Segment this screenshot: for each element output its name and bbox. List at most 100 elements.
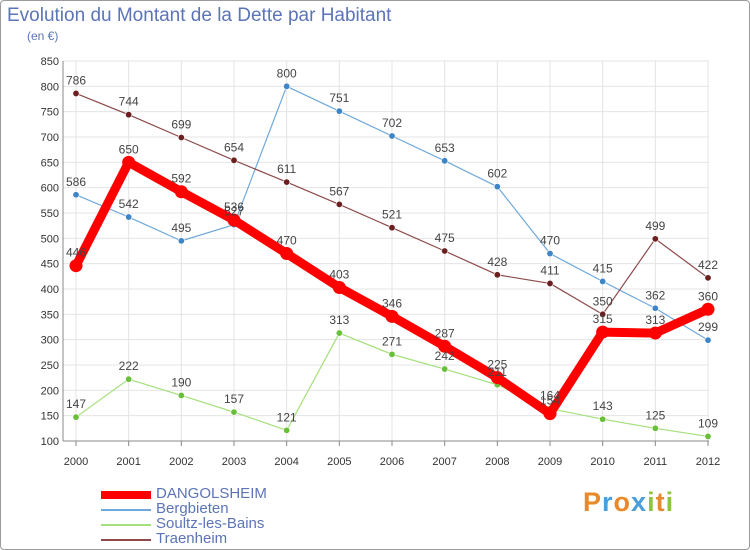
data-point xyxy=(72,89,80,97)
data-point xyxy=(704,274,712,282)
data-label: 287 xyxy=(435,326,455,340)
data-point xyxy=(388,132,396,140)
data-label: 415 xyxy=(593,261,613,275)
data-label: 786 xyxy=(66,73,86,87)
data-labels: 446 650 592 536 470 403 346 287 225 154 315 313 360 5… xyxy=(66,66,718,430)
data-point xyxy=(651,304,659,312)
x-tick-label: 2008 xyxy=(485,456,509,468)
data-point xyxy=(599,310,607,318)
legend-swatch xyxy=(101,539,151,541)
data-point xyxy=(174,185,188,199)
data-label: 299 xyxy=(698,320,718,334)
data-point xyxy=(69,259,83,273)
y-tick-label: 400 xyxy=(41,284,59,296)
y-tick-label: 650 xyxy=(41,157,59,169)
data-point xyxy=(651,235,659,243)
data-label: 602 xyxy=(487,167,507,181)
data-point xyxy=(230,408,238,416)
data-label: 527 xyxy=(224,205,244,219)
data-label: 190 xyxy=(171,375,191,389)
data-label: 495 xyxy=(171,221,191,235)
data-label: 446 xyxy=(66,246,86,260)
y-tick-label: 100 xyxy=(41,436,59,448)
data-point xyxy=(546,250,554,258)
series-lines xyxy=(69,82,715,440)
y-tick-label: 600 xyxy=(41,183,59,195)
data-point xyxy=(177,391,185,399)
data-label: 428 xyxy=(487,255,507,269)
logo-letter: i xyxy=(665,487,675,517)
data-point xyxy=(493,271,501,279)
data-point xyxy=(648,326,662,340)
data-label: 702 xyxy=(382,116,402,130)
y-tick-label: 250 xyxy=(41,360,59,372)
data-label: 211 xyxy=(488,365,507,379)
data-label: 242 xyxy=(435,349,455,363)
data-label: 154 xyxy=(540,394,560,408)
x-tick-label: 2010 xyxy=(590,456,614,468)
data-label: 586 xyxy=(66,175,86,189)
data-label: 744 xyxy=(119,95,139,109)
x-tick-label: 2005 xyxy=(327,456,351,468)
legend-label: Soultz-les-Bains xyxy=(156,515,265,532)
y-tick-label: 300 xyxy=(41,335,59,347)
data-label: 800 xyxy=(277,66,297,80)
data-label: 164 xyxy=(540,389,560,403)
data-point xyxy=(546,279,554,287)
logo-letter: P xyxy=(583,487,603,517)
data-point xyxy=(283,82,291,90)
data-label: 470 xyxy=(540,234,560,248)
x-tick-label: 2006 xyxy=(380,456,404,468)
data-point xyxy=(596,325,610,339)
data-label: 121 xyxy=(277,410,297,424)
data-point xyxy=(599,415,607,423)
data-label: 313 xyxy=(329,313,349,327)
data-point xyxy=(493,183,501,191)
y-tick-label: 500 xyxy=(41,233,59,245)
data-label: 222 xyxy=(119,359,139,373)
x-tick-label: 2002 xyxy=(169,456,193,468)
y-tick-label: 200 xyxy=(41,385,59,397)
y-tick-label: 800 xyxy=(41,81,59,93)
legend-label: DANGOLSHEIM xyxy=(156,485,267,502)
data-label: 315 xyxy=(593,312,613,326)
data-point xyxy=(651,424,659,432)
data-label: 147 xyxy=(66,397,86,411)
axes: 100 150 200 250 300 350 400 450 500 550 600 650 700 7… xyxy=(41,56,721,468)
data-label: 650 xyxy=(119,142,139,156)
data-point xyxy=(704,336,712,344)
data-label: 536 xyxy=(224,200,244,214)
data-point xyxy=(438,339,452,353)
y-tick-label: 450 xyxy=(41,259,59,271)
data-label: 475 xyxy=(435,231,455,245)
data-point xyxy=(72,413,80,421)
data-label: 521 xyxy=(382,208,402,222)
data-label: 360 xyxy=(698,289,718,303)
data-point xyxy=(177,237,185,245)
data-point xyxy=(335,107,343,115)
x-tick-label: 2011 xyxy=(644,456,668,468)
data-label: 751 xyxy=(329,91,349,105)
data-point xyxy=(701,302,715,316)
data-point xyxy=(227,213,241,227)
chart-title: Evolution du Montant de la Dette par Hab… xyxy=(7,5,392,26)
data-label: 346 xyxy=(382,296,402,310)
data-point xyxy=(283,178,291,186)
data-point xyxy=(335,200,343,208)
legend-swatch xyxy=(101,524,151,526)
data-label: 271 xyxy=(382,334,402,348)
data-label: 411 xyxy=(540,263,559,277)
logo-letter: o xyxy=(613,487,632,517)
data-label: 654 xyxy=(224,140,244,154)
y-tick-label: 850 xyxy=(41,56,59,68)
data-point xyxy=(543,407,557,421)
data-point xyxy=(388,224,396,232)
data-label: 611 xyxy=(277,162,296,176)
data-point xyxy=(441,157,449,165)
data-label: 157 xyxy=(224,392,244,406)
data-label: 592 xyxy=(171,172,191,186)
y-tick-label: 350 xyxy=(41,309,59,321)
logo-letter: r xyxy=(602,487,614,517)
